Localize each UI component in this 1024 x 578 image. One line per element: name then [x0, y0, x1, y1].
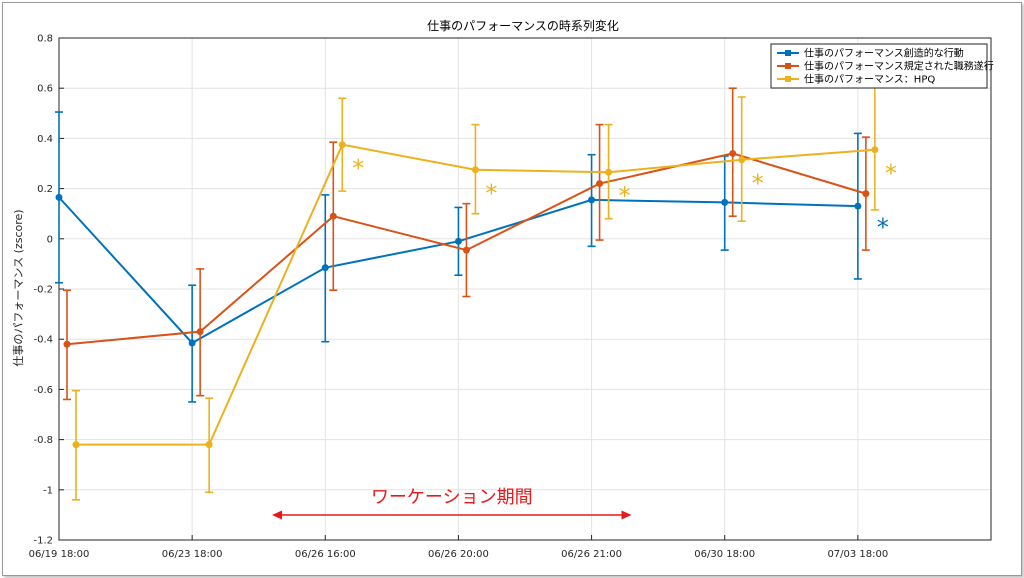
data-point: [862, 190, 870, 198]
annotation-arrowhead-left: [272, 510, 283, 520]
legend-box: [770, 43, 988, 89]
legend-label: 仕事のパフォーマンス規定された職務遂行: [804, 60, 994, 73]
data-point: [471, 166, 479, 174]
annotation-arrowhead-right: [621, 510, 632, 520]
y-tick-label: 0.8: [37, 34, 53, 45]
x-axis-ticks: 06/19 18:00 06/23 18:00 06/26 16:00 06/26 2…: [29, 535, 888, 560]
x-tick-label: 06/30 18:00: [694, 549, 755, 560]
x-tick-label: 06/19 18:00: [29, 549, 90, 560]
x-tick-label: 06/26 16:00: [295, 549, 356, 560]
y-tick-label: 0.4: [37, 134, 53, 145]
y-tick-label: -1: [43, 485, 53, 496]
line-chart: 仕事のパフォーマンスの時系列変化 0.8 0.6 0.4 0.2 0 -0.2 -0.4 -0…: [12, 18, 994, 560]
y-axis-title: 仕事のパフォーマンス (zscore): [12, 209, 25, 366]
y-axis-ticks: 0.8 0.6 0.4 0.2 0 -0.2 -0.4 -0.6 -0.8 -1 -1.2: [33, 34, 64, 547]
legend-label: 仕事のパフォーマンス創造的な行動: [804, 47, 964, 60]
data-point: [63, 340, 71, 348]
data-point: [329, 212, 337, 220]
legend-swatch-marker: [785, 50, 791, 56]
significance-asterisk: *: [619, 182, 631, 210]
data-point: [588, 196, 596, 204]
data-point: [321, 264, 329, 272]
legend-swatch-marker: [785, 76, 791, 82]
data-point: [188, 339, 196, 347]
series-layer: [55, 84, 879, 501]
data-point: [196, 328, 204, 336]
significance-asterisk: *: [752, 169, 764, 197]
data-point: [462, 246, 470, 254]
data-point: [55, 193, 63, 201]
series-2: [63, 87, 870, 401]
y-tick-label: 0.6: [37, 84, 53, 95]
y-tick-label: -0.6: [33, 385, 53, 396]
legend: 仕事のパフォーマンス創造的な行動仕事のパフォーマンス規定された職務遂行仕事のパフ…: [770, 43, 994, 89]
x-tick-label: 06/26 21:00: [561, 549, 622, 560]
series-3: [72, 84, 879, 501]
y-tick-label: -0.4: [33, 335, 53, 346]
significance-asterisk: *: [885, 159, 897, 187]
significance-asterisk: *: [877, 213, 889, 241]
data-point: [454, 237, 462, 245]
grid-lines: [59, 37, 991, 541]
data-point: [605, 168, 613, 176]
data-point: [72, 441, 80, 449]
significance-markers: * * * * * *: [352, 154, 897, 241]
significance-asterisk: *: [485, 179, 497, 207]
x-tick-label: 06/23 18:00: [162, 549, 223, 560]
data-point: [596, 180, 604, 188]
y-tick-label: 0: [47, 234, 53, 245]
y-tick-label: -1.2: [33, 536, 53, 547]
period-annotation: ワーケーション期間: [272, 487, 632, 520]
legend-swatch-marker: [785, 63, 791, 69]
data-point: [738, 156, 746, 164]
data-point: [729, 149, 737, 157]
data-point: [205, 441, 213, 449]
significance-asterisk: *: [352, 154, 364, 182]
x-tick-label: 06/26 20:00: [428, 549, 489, 560]
data-point: [721, 198, 729, 206]
series-1: [55, 111, 862, 403]
y-tick-label: -0.2: [33, 285, 53, 296]
data-point: [338, 141, 346, 149]
y-tick-label: -0.8: [33, 435, 53, 446]
data-point: [871, 146, 879, 154]
annotation-label: ワーケーション期間: [371, 487, 533, 508]
chart-title: 仕事のパフォーマンスの時系列変化: [427, 18, 619, 33]
legend-label: 仕事のパフォーマンス：HPQ: [804, 73, 935, 86]
x-tick-label: 07/03 18:00: [827, 549, 888, 560]
y-tick-label: 0.2: [37, 184, 53, 195]
data-point: [854, 202, 862, 210]
